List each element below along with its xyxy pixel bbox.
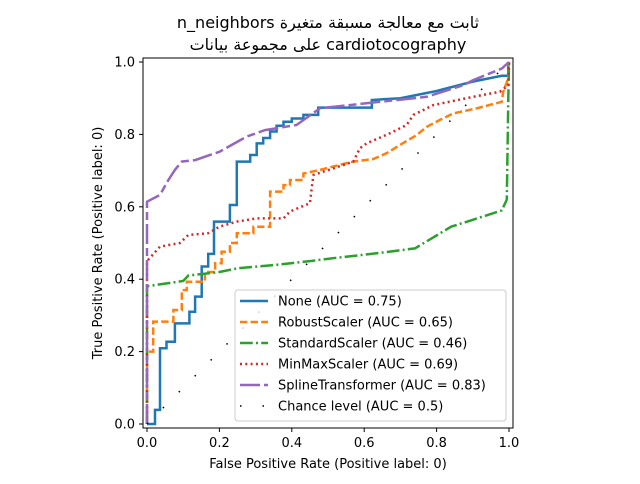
series-layer (145, 61, 511, 426)
x-tick-label: 0.6 (354, 436, 375, 451)
legend-entry-4: SplineTransformer (AUC = 0.83) (278, 379, 486, 394)
legend: None (AUC = 0.75) RobustScaler (AUC = 0.6… (234, 289, 507, 422)
series-line-2 (145, 61, 511, 424)
y-tick-label: 0.8 (114, 128, 135, 143)
legend-frame (234, 289, 507, 422)
series-line-0 (147, 62, 510, 426)
chart-title-line-1: n_neighbors ثابت مع معالجة مسبقة متغيرة (177, 13, 479, 33)
legend-entry-5: Chance level (AUC = 0.5) (278, 400, 443, 415)
y-tick-label: 0.2 (114, 345, 135, 360)
y-tick-label: 0.4 (114, 273, 135, 288)
y-tick-label: 0.6 (114, 200, 135, 215)
x-axis-label: False Positive Rate (Positive label: 0) (209, 457, 447, 472)
legend-entry-3: MinMaxScaler (AUC = 0.69) (278, 358, 458, 373)
x-tick-label: 0.4 (281, 436, 302, 451)
y-tick-label: 1.0 (114, 56, 135, 71)
chart-title-line-2: على مجموعة بيانات cardiotocography (190, 35, 467, 55)
x-tick-label: 0.2 (209, 436, 230, 451)
legend-entry-1: RobustScaler (AUC = 0.65) (278, 316, 453, 331)
legend-entry-2: StandardScaler (AUC = 0.46) (278, 337, 467, 352)
x-tick-label: 1.0 (499, 436, 520, 451)
legend-entry-0: None (AUC = 0.75) (278, 295, 402, 310)
series-line-3 (145, 61, 511, 424)
plot-frame (142, 57, 514, 429)
ticks-layer: 0.0 0.2 0.4 0.6 0.8 1.0 0.0 0.2 0.4 0.6 0.8 1.0 (114, 56, 519, 452)
series-line-1 (145, 61, 511, 424)
x-tick-label: 0.8 (426, 436, 447, 451)
y-tick-label: 0.0 (114, 418, 135, 433)
y-axis-label: True Positive Rate (Positive label: 0) (91, 127, 106, 361)
x-tick-label: 0.0 (137, 436, 158, 451)
